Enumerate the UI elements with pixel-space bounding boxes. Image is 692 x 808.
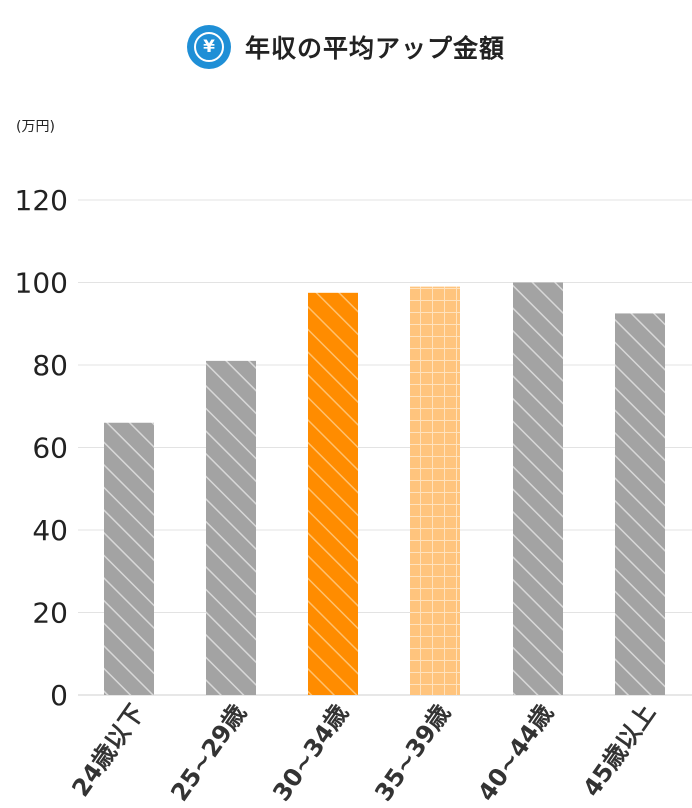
bar-1 xyxy=(104,422,154,695)
y-tick-label: 120 xyxy=(15,184,68,217)
y-axis-unit-label: (万円) xyxy=(16,119,55,135)
y-tick-label: 80 xyxy=(32,349,68,382)
y-tick-label: 100 xyxy=(15,267,68,300)
y-axis-ticks: 0 20 40 60 80 100 120 xyxy=(15,184,68,712)
x-category-label: 45歳以上 xyxy=(578,699,661,801)
x-category-label: 35~39歳 xyxy=(369,699,456,806)
bar-2 xyxy=(206,360,256,695)
bar-5 xyxy=(513,282,563,695)
x-category-label: 30~34歳 xyxy=(267,699,354,806)
bars xyxy=(104,282,665,695)
x-category-label: 40~44歳 xyxy=(472,699,559,806)
yen-symbol: ¥ xyxy=(193,32,224,62)
y-tick-label: 0 xyxy=(50,679,68,712)
bar-6 xyxy=(615,313,665,695)
gridlines xyxy=(78,199,692,696)
chart-header: ¥ 年収の平均アップ金額 xyxy=(0,22,692,72)
yen-coin-icon: ¥ xyxy=(186,25,231,69)
bar-4 xyxy=(410,286,460,695)
x-axis-categories: 24歳以下 25~29歳 30~34歳 35~39歳 40~44歳 45歳以上 xyxy=(67,699,661,806)
y-tick-label: 20 xyxy=(32,597,68,630)
x-category-label: 25~29歳 xyxy=(165,699,252,806)
y-tick-label: 60 xyxy=(32,432,68,465)
chart-title: 年収の平均アップ金額 xyxy=(244,34,505,63)
x-category-label: 24歳以下 xyxy=(67,699,150,801)
y-tick-label: 40 xyxy=(32,514,68,547)
bar-3 xyxy=(308,292,358,695)
